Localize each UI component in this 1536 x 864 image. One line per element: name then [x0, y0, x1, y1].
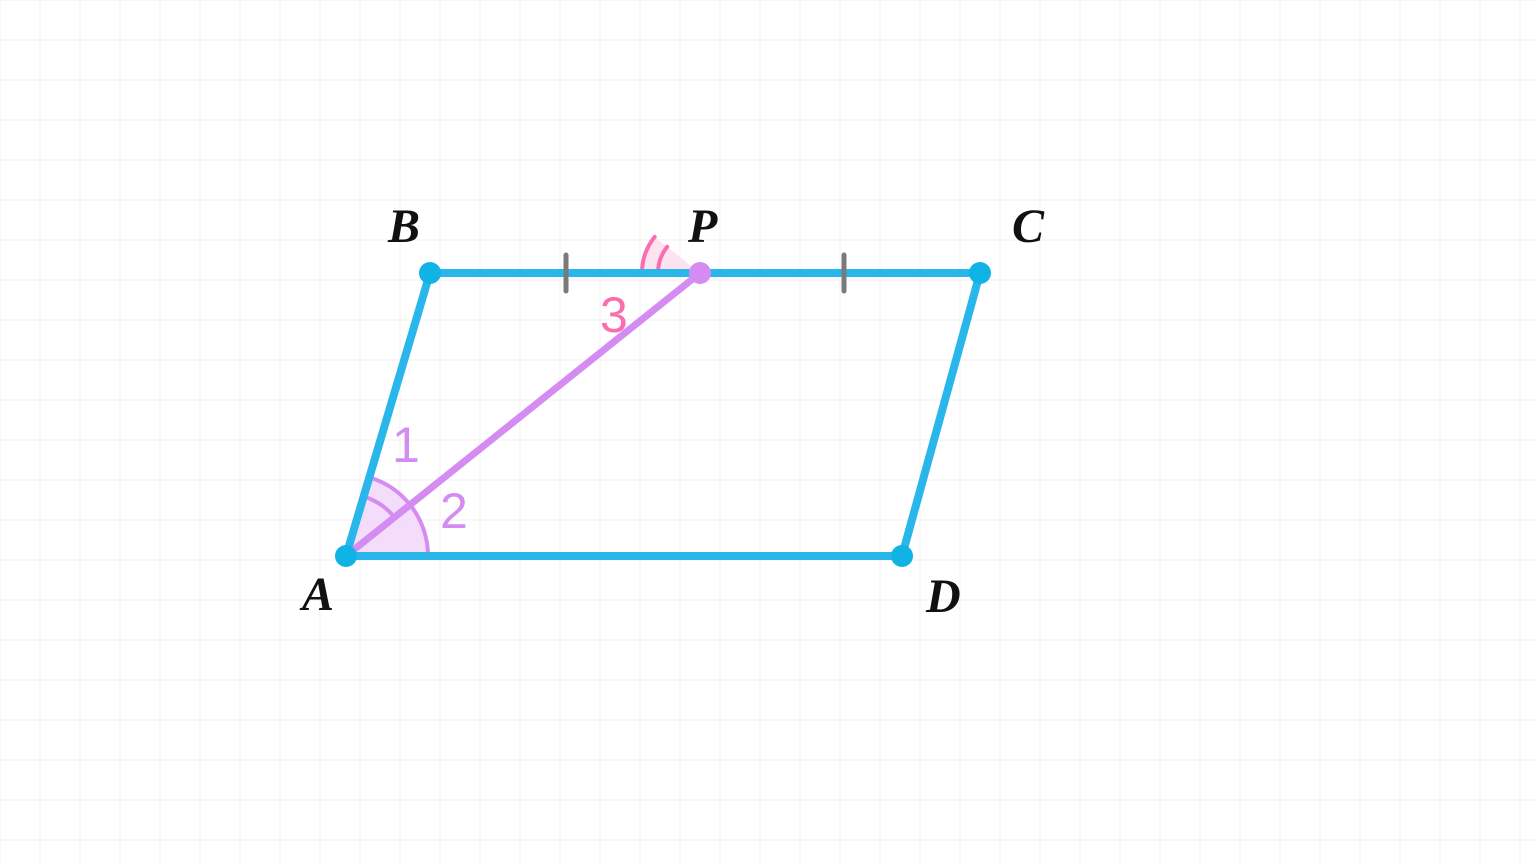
label-p: P [687, 200, 718, 253]
vertices [335, 262, 991, 567]
angle-markers [346, 237, 700, 556]
angle-label-two: 2 [440, 483, 468, 539]
label-d: D [925, 570, 961, 623]
point-b [419, 262, 441, 284]
label-c: C [1012, 200, 1045, 253]
point-p [689, 262, 711, 284]
point-c [969, 262, 991, 284]
edge-cd [902, 273, 980, 556]
angle-label-three: 3 [600, 287, 628, 343]
segment-ap [346, 273, 700, 556]
angle-label-one: 1 [392, 417, 420, 473]
point-d [891, 545, 913, 567]
label-a: A [299, 568, 334, 621]
grid [0, 0, 1536, 864]
label-b: B [387, 200, 420, 253]
point-a [335, 545, 357, 567]
geometry-diagram: A B P C D 12 3 [0, 0, 1536, 864]
